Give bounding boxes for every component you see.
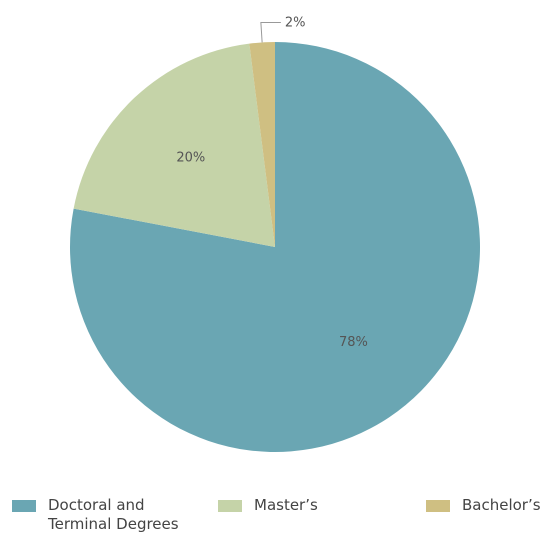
slice-label-masters: 20%: [176, 150, 205, 165]
legend-label-doctoral: Doctoral and Terminal Degrees: [48, 496, 179, 533]
legend-item-masters: Master’s: [218, 496, 318, 515]
legend-swatch-bachelors: [426, 500, 450, 512]
legend-item-doctoral: Doctoral and Terminal Degrees: [12, 496, 179, 534]
legend: Doctoral and Terminal Degrees Master’s B…: [0, 496, 540, 534]
legend-swatch-doctoral: [12, 500, 36, 512]
legend-label-masters: Master’s: [254, 496, 318, 514]
pie-slice-bachelors: [249, 42, 275, 247]
pie-slices: [69, 42, 480, 453]
legend-swatch-masters: [218, 500, 242, 512]
legend-label-bachelors: Bachelor’s: [462, 496, 540, 514]
leader-line-bachelors: [260, 21, 281, 43]
slice-label-doctoral: 78%: [339, 335, 368, 350]
slice-labels: 78% 20% 2%: [176, 15, 368, 349]
pie-slice-doctoral: [69, 42, 480, 453]
slice-label-bachelors: 2%: [285, 15, 306, 30]
pie-slice-masters: [73, 43, 276, 247]
pie-chart: 78% 20% 2%: [69, 15, 480, 453]
legend-item-bachelors: Bachelor’s: [426, 496, 540, 515]
